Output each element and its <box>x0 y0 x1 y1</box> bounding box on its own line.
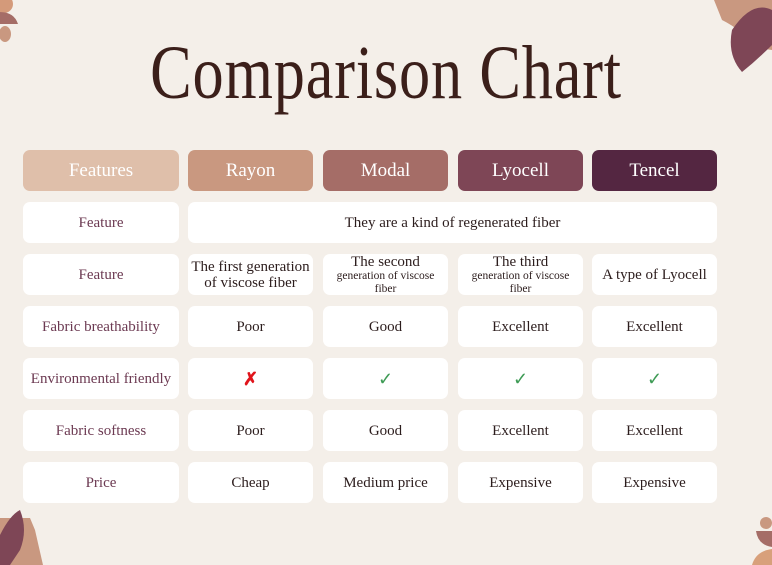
table-cell: Expensive <box>458 462 583 503</box>
cell-sub-text: generation of viscose fiber <box>336 269 435 295</box>
header-rayon: Rayon <box>188 150 313 191</box>
table-cell: Excellent <box>458 306 583 347</box>
header-features: Features <box>23 150 179 191</box>
decorative-leaves-bottom-left <box>0 510 43 565</box>
header-modal: Modal <box>323 150 448 191</box>
check-icon: ✓ <box>646 368 663 389</box>
row-label: Price <box>23 462 179 503</box>
page-title: Comparison Chart <box>150 31 622 115</box>
table-cell: Excellent <box>592 306 717 347</box>
table-cell: Excellent <box>458 410 583 451</box>
table-cell: Poor <box>188 410 313 451</box>
row-label: Environmental friendly <box>23 358 179 399</box>
table-cell: ✗ <box>188 358 313 399</box>
table-cell: Good <box>323 410 448 451</box>
row-label: Feature <box>23 254 179 295</box>
decorative-leaves-top-left <box>0 0 18 42</box>
row-label: Fabric breathability <box>23 306 179 347</box>
header-tencel: Tencel <box>592 150 717 191</box>
cell-main-text: The third <box>492 253 549 270</box>
row-label: Feature <box>23 202 179 243</box>
cell-sub-text: generation of viscose fiber <box>471 269 570 295</box>
table-cell: Excellent <box>592 410 717 451</box>
table-cell: Medium price <box>323 462 448 503</box>
decorative-shapes-bottom-right <box>752 517 772 565</box>
table-cell: ✓ <box>458 358 583 399</box>
cell-main-text: The second <box>351 253 420 270</box>
table-cell: ✓ <box>592 358 717 399</box>
header-lyocell: Lyocell <box>458 150 583 191</box>
row-label: Fabric softness <box>23 410 179 451</box>
table-cell: Good <box>323 306 448 347</box>
table-cell: A type of Lyocell <box>592 254 717 295</box>
table-cell: The third generation of viscose fiber <box>458 254 583 295</box>
cross-icon: ✗ <box>242 368 259 389</box>
merged-cell: They are a kind of regenerated fiber <box>188 202 717 243</box>
table-cell: Expensive <box>592 462 717 503</box>
table-cell: The first generation of viscose fiber <box>188 254 313 295</box>
table-cell: Cheap <box>188 462 313 503</box>
table-cell: The second generation of viscose fiber <box>323 254 448 295</box>
table-cell: ✓ <box>323 358 448 399</box>
check-icon: ✓ <box>512 368 529 389</box>
table-cell: Poor <box>188 306 313 347</box>
check-icon: ✓ <box>377 368 394 389</box>
decorative-leaves-top-right <box>714 0 772 72</box>
